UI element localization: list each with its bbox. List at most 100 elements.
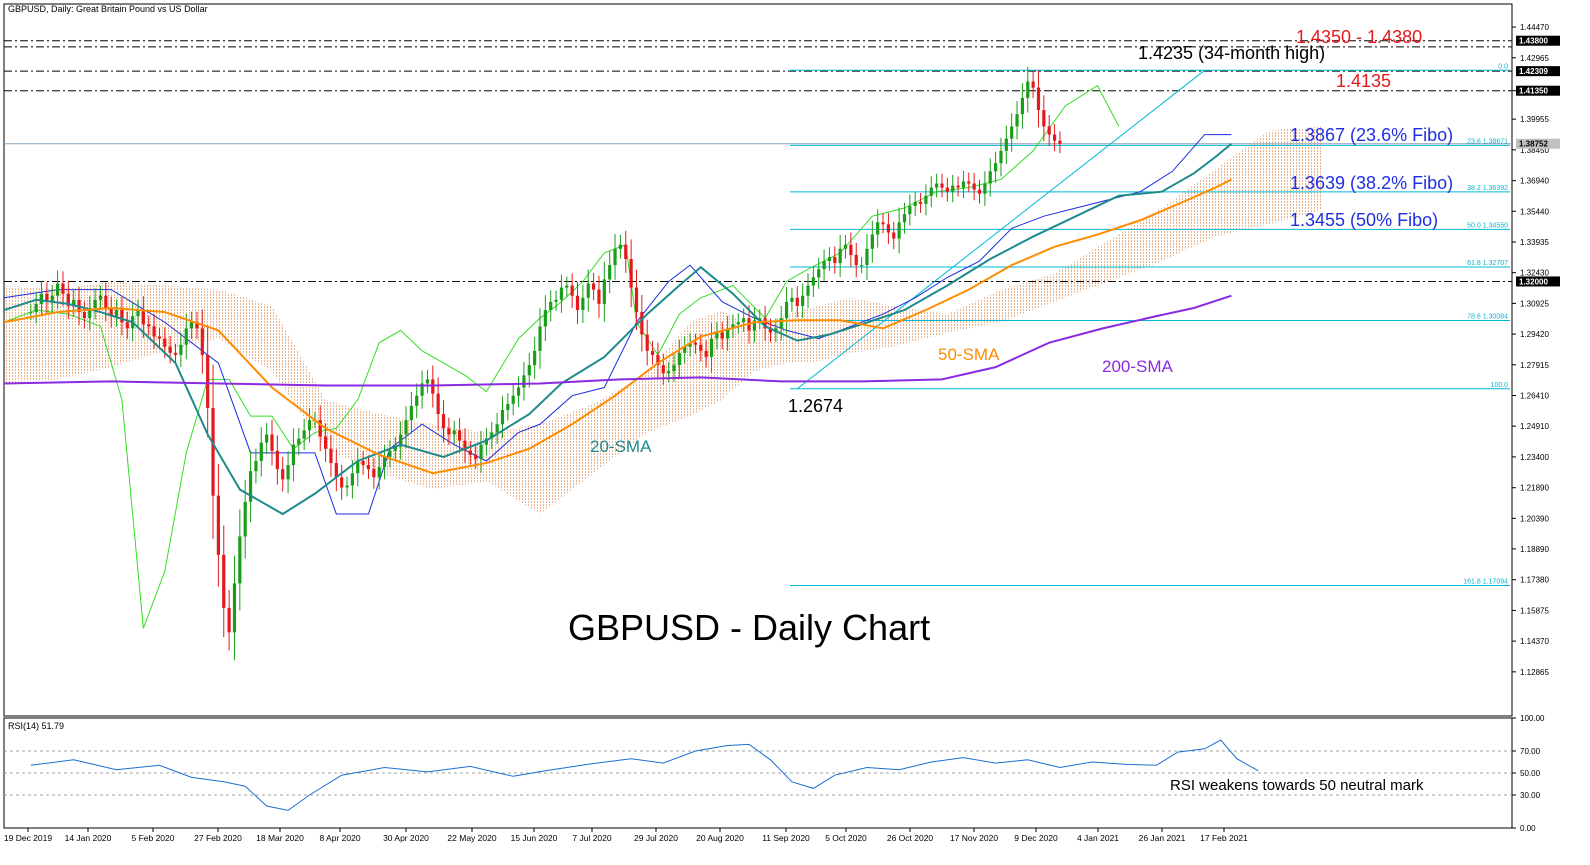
candle-body [356, 460, 360, 474]
candle-body [543, 310, 547, 327]
chikou-line [3, 84, 1120, 629]
x-tick-label: 27 Feb 2020 [194, 833, 242, 843]
candle-body [409, 405, 413, 421]
candle-body [93, 299, 97, 308]
candle-body [190, 322, 194, 329]
candle-body [575, 295, 580, 311]
candle-body [715, 332, 719, 339]
rsi-panel-frame [3, 717, 1513, 829]
candle-body [522, 375, 526, 388]
candle-body [350, 473, 354, 486]
candle-body [184, 328, 188, 345]
candle-body [935, 183, 939, 188]
candle-body [902, 214, 907, 223]
y-tick-label: 1.30925 [1520, 299, 1549, 308]
rsi-note: RSI weakens towards 50 neutral mark [1170, 777, 1424, 794]
x-tick-label: 9 Dec 2020 [1014, 833, 1058, 843]
candle-body [72, 299, 76, 306]
candle-body [50, 295, 54, 302]
candle-body [768, 328, 773, 333]
candle-body [742, 318, 746, 323]
candle-body [876, 222, 880, 235]
candle-body [511, 395, 515, 404]
x-tick-label: 5 Oct 2020 [825, 833, 867, 843]
candle-body [404, 420, 408, 435]
sma-line-50-sma [3, 178, 1232, 475]
candle-body [66, 293, 70, 306]
price-level-label: 1.38752 [1519, 140, 1548, 149]
candle-body [586, 283, 590, 298]
candle-body [838, 248, 842, 264]
candle-body [265, 434, 269, 443]
candle-body [109, 307, 113, 317]
candle-body [618, 244, 622, 249]
candle-body [334, 463, 338, 478]
candle-body [318, 420, 322, 437]
candle-body [500, 409, 505, 425]
x-tick-label: 14 Jan 2020 [65, 833, 112, 843]
candle-body [897, 222, 901, 239]
candle-body [699, 344, 703, 351]
candle-body [994, 163, 998, 172]
candle-body [232, 583, 237, 633]
candle-body [752, 320, 756, 331]
candle-body [441, 414, 446, 429]
candle-body [125, 322, 129, 329]
candle-body [1052, 134, 1057, 141]
candle-body [415, 395, 419, 406]
x-tick-label: 19 Dec 2019 [4, 833, 52, 843]
candle-body [784, 301, 789, 319]
price-level-box [1516, 66, 1560, 77]
candle-body [329, 448, 333, 464]
candle-body [458, 430, 462, 441]
x-tick-label: 5 Feb 2020 [131, 833, 174, 843]
fibo-level-label: 100.0 [1490, 382, 1508, 389]
rsi-y-tick-label: 0.00 [1520, 824, 1536, 833]
candle-body [104, 295, 108, 308]
annotation-fibo-38-2: 1.3639 (38.2% Fibo) [1290, 173, 1453, 193]
candle-body [559, 287, 564, 300]
candle-body [726, 328, 730, 339]
annotation-200-sma: 200-SMA [1102, 357, 1174, 376]
fibo-level-label: 61.8 1.32707 [1467, 260, 1508, 267]
fibo-level-label: 0.0 [1498, 63, 1508, 70]
candle-body [222, 554, 226, 608]
annotation-20-sma: 20-SMA [590, 437, 652, 456]
candle-body [1042, 110, 1046, 127]
candle-body [822, 261, 826, 270]
candle-body [656, 354, 660, 366]
annotation-1-4135: 1.4135 [1336, 71, 1391, 91]
candle-body [479, 444, 483, 459]
price-level-box [1516, 138, 1560, 149]
candle-body [908, 205, 912, 215]
candle-body [956, 185, 960, 188]
candle-body [1010, 126, 1014, 139]
candle-body [61, 283, 65, 294]
candle-body [865, 248, 869, 266]
candle-body [302, 430, 306, 439]
y-tick-label: 1.44470 [1520, 23, 1549, 32]
candle-body [468, 450, 472, 455]
candle-body [597, 289, 601, 304]
rsi-y-tick-label: 30.00 [1520, 791, 1541, 800]
candle-body [940, 183, 944, 188]
price-level-box [1516, 35, 1560, 46]
rsi-y-tick-label: 50.00 [1520, 769, 1541, 778]
rsi-line [30, 739, 1259, 811]
candle-body [565, 285, 569, 288]
candle-body [538, 326, 542, 351]
y-tick-label: 1.39955 [1520, 115, 1549, 124]
candle-body [667, 371, 671, 374]
candle-body [720, 332, 724, 339]
candle-body [704, 350, 708, 357]
annotation-resistance-zone: 1.4350 - 1.4380 [1296, 27, 1422, 47]
candle-body [854, 254, 858, 266]
candle-body [693, 342, 698, 345]
x-tick-label: 7 Jul 2020 [572, 833, 611, 843]
candle-body [206, 354, 210, 408]
candle-body [297, 438, 301, 445]
candle-body [136, 310, 140, 317]
x-tick-label: 15 Jun 2020 [511, 833, 558, 843]
annotation-50-sma: 50-SMA [938, 345, 1000, 364]
